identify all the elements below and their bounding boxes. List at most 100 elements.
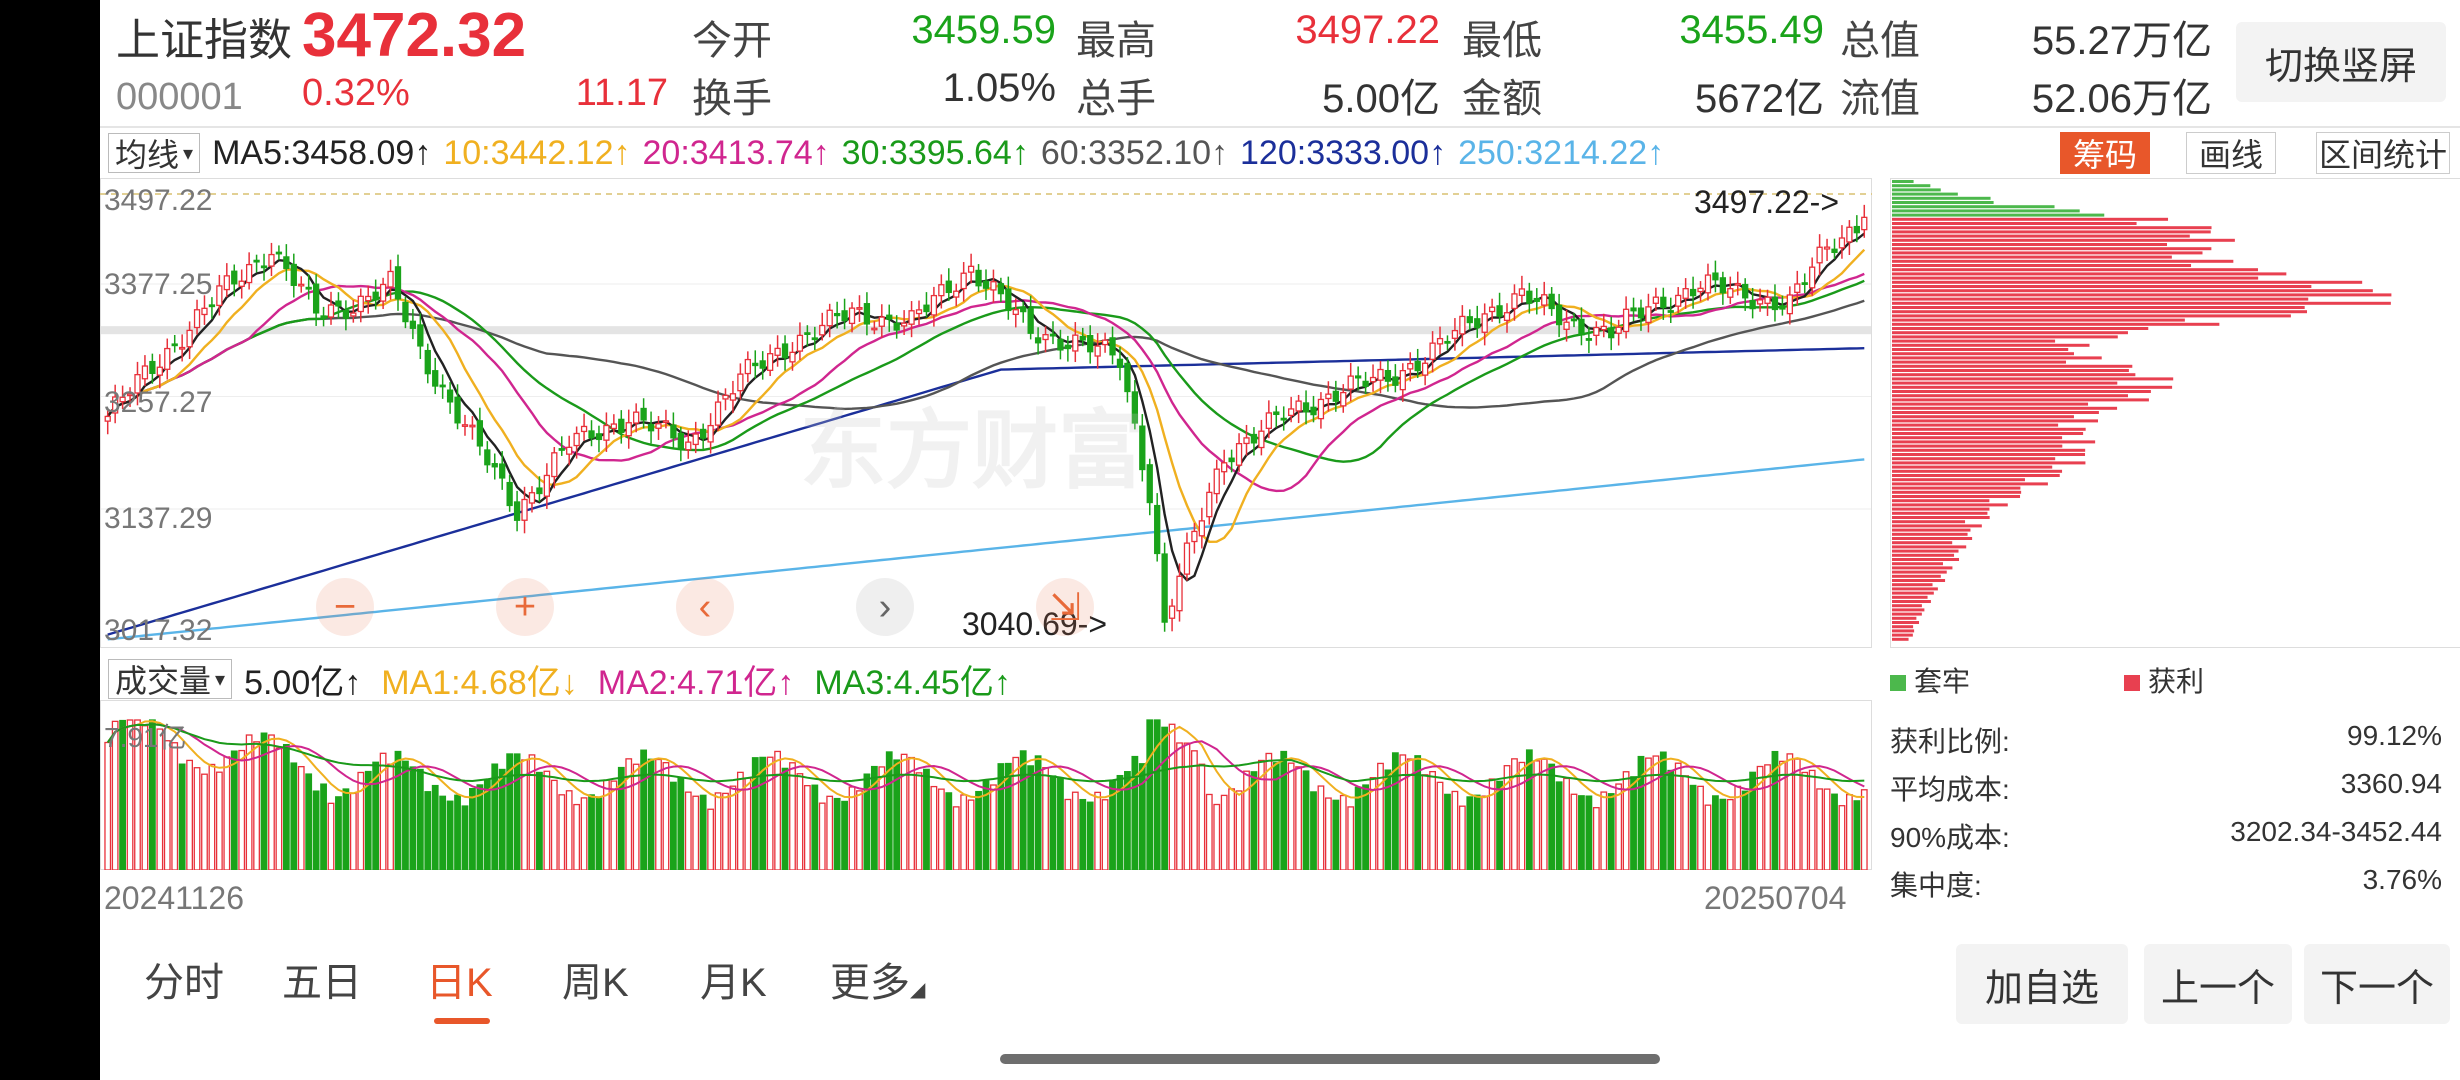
tab-intraday[interactable]: 分时: [144, 961, 224, 1005]
candle-body: [1727, 288, 1734, 298]
volume-bar: [483, 779, 491, 870]
indicator-selector[interactable]: 均线 ▾: [108, 133, 201, 173]
candle-body: [960, 272, 967, 290]
volume-bar: [1250, 771, 1258, 870]
candle-body: [1027, 307, 1034, 334]
index-code: 000001: [116, 76, 243, 118]
volume-indicator-selector[interactable]: 成交量 ▾: [108, 659, 233, 699]
volume-bar: [305, 773, 313, 870]
chart-border: [100, 178, 1872, 648]
candle-body: [1228, 457, 1235, 463]
chip-bar: [1892, 322, 2220, 326]
volume-bar: [982, 780, 990, 870]
tab-more[interactable]: 更多◢: [830, 950, 925, 1008]
add-watchlist-button[interactable]: 加自选: [1956, 944, 2128, 1024]
volume-bar: [1198, 763, 1206, 870]
tab-weekly-k[interactable]: 周K: [562, 961, 629, 1005]
candle-body: [424, 349, 431, 375]
volume-bar: [461, 805, 469, 870]
chip-bar: [1892, 507, 1990, 511]
volume-ma2-line: [106, 723, 1865, 792]
chip-bar: [1892, 503, 2008, 507]
tab-daily-k[interactable]: 日K: [426, 961, 493, 1005]
volume-bar: [1332, 799, 1340, 870]
tab-drawing[interactable]: 画线: [2186, 132, 2276, 174]
chip-bar: [1892, 532, 1968, 536]
chip-bar: [1892, 587, 1938, 591]
volume-bar: [1719, 798, 1727, 870]
stat-label-high: 最高: [1076, 19, 1156, 63]
chip-bar: [1892, 465, 2053, 469]
chip-bar: [1892, 600, 1931, 603]
zoom-out-button[interactable]: −: [316, 578, 374, 636]
chip-bar: [1892, 348, 2069, 351]
chip-bar: [1892, 356, 2102, 360]
pan-left-button[interactable]: ‹: [676, 578, 734, 636]
volume-bar: [580, 797, 588, 870]
volume-chart[interactable]: [100, 700, 1872, 870]
volume-bar: [1347, 806, 1355, 870]
kline-chart[interactable]: [100, 178, 1872, 648]
volume-bar: [335, 796, 342, 870]
volume-bar: [1205, 793, 1213, 870]
switch-portrait-button[interactable]: 切换竖屏: [2236, 22, 2446, 102]
candle-body: [104, 415, 111, 422]
volume-bar: [595, 797, 603, 870]
candle-body: [1399, 369, 1406, 391]
candle-body: [1131, 391, 1139, 424]
candle-body: [1764, 296, 1771, 304]
candle-body: [573, 432, 580, 447]
volume-bar: [201, 773, 208, 870]
volume-bar: [945, 792, 953, 870]
volume-bar: [1094, 791, 1102, 870]
tab-monthly-k[interactable]: 月K: [700, 961, 767, 1005]
chip-bar: [1892, 377, 2174, 381]
volume-bar: [1049, 775, 1057, 870]
candle-body: [900, 322, 908, 327]
candle-body: [126, 393, 134, 397]
chip-bar: [1892, 625, 1914, 629]
chip-bar: [1892, 310, 2308, 314]
candle-body: [164, 347, 171, 370]
candle-body: [1079, 335, 1086, 341]
volume-bar: [1071, 791, 1079, 870]
volume-bar: [1243, 770, 1250, 870]
candle-body: [476, 420, 484, 447]
candle-body: [1392, 376, 1399, 386]
tab-five-day[interactable]: 五日: [282, 961, 362, 1005]
zoom-in-button[interactable]: +: [496, 578, 554, 636]
pan-right-button[interactable]: ›: [856, 578, 914, 636]
candle-body: [253, 259, 260, 263]
candle-body: [700, 428, 707, 439]
chip-bar: [1892, 255, 2172, 259]
tab-range-stats[interactable]: 区间统计: [2316, 132, 2450, 174]
chip-bar: [1892, 436, 2063, 440]
previous-button[interactable]: 上一个: [2144, 944, 2292, 1024]
candle-body: [312, 283, 320, 314]
volume-value: 5.00亿↑: [244, 663, 362, 702]
ma10-value: 10:3442.12↑: [443, 133, 631, 172]
volume-bar: [818, 802, 826, 870]
ma30-value: 30:3395.64↑: [841, 133, 1029, 172]
candle-body: [536, 487, 543, 495]
volume-bar: [327, 802, 335, 870]
chip-bar: [1892, 553, 1955, 557]
volume-bar: [1801, 771, 1809, 870]
candle-body: [156, 366, 163, 376]
volume-bar: [1659, 751, 1667, 870]
candle-body: [357, 295, 364, 313]
chip-bar: [1892, 595, 1928, 599]
candle-body: [1801, 282, 1808, 286]
chip-bar: [1892, 192, 1958, 196]
chip-bar: [1892, 482, 2048, 486]
volume-bar: [1592, 807, 1600, 870]
volume-bar: [446, 800, 454, 870]
chip-bar: [1892, 289, 2373, 293]
tab-chips[interactable]: 筹码: [2060, 132, 2150, 174]
chip-bar: [1892, 549, 1959, 553]
next-button[interactable]: 下一个: [2304, 944, 2450, 1024]
chip-bar: [1892, 490, 2022, 494]
volume-bar: [640, 749, 648, 870]
reset-zoom-button[interactable]: ⇲: [1036, 578, 1094, 636]
candle-body: [685, 441, 692, 451]
